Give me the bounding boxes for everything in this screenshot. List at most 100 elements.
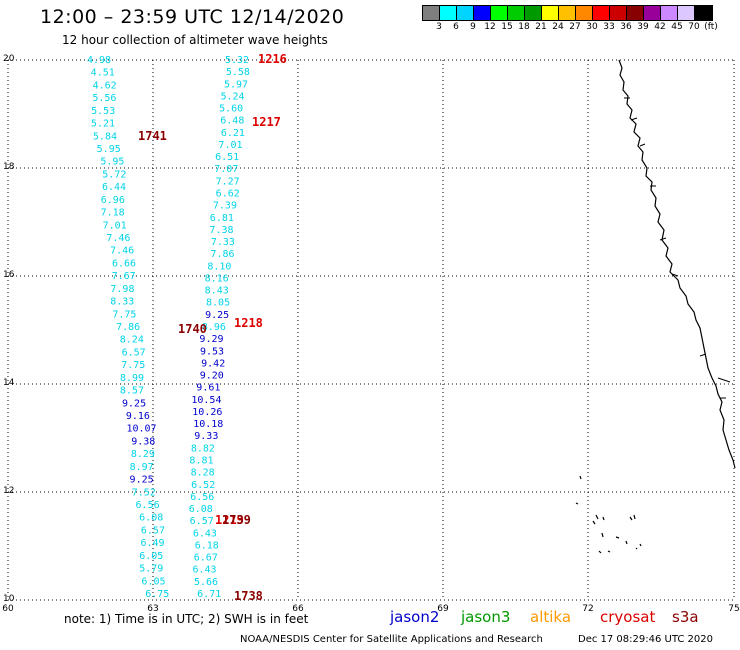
track-a-swh-value: 4.62 <box>93 80 117 91</box>
coastline <box>575 59 736 554</box>
generated-timestamp: Dec 17 08:29:46 UTC 2020 <box>578 634 713 645</box>
track-b-swh-value: 5.60 <box>219 104 243 115</box>
pass-time-label: 1218 <box>234 316 263 330</box>
track-b-swh-value: 5.58 <box>226 67 250 78</box>
track-a-swh-value: 5.72 <box>102 169 126 180</box>
legend-tick: 21 <box>535 22 547 32</box>
latitude-label: 12 <box>3 486 14 496</box>
track-b-swh-value: 7.86 <box>210 249 234 260</box>
track-b-swh-value: 7.27 <box>216 176 240 187</box>
latitude-label: 10 <box>3 594 15 604</box>
track-b-swh-value: 10.26 <box>192 407 222 418</box>
track-a-swh-value: 8.97 <box>130 462 154 473</box>
legend-tick: 42 <box>654 22 666 32</box>
latitude-label: 16 <box>3 270 15 280</box>
track-a-swh-value: 9.38 <box>131 436 155 447</box>
track-b-swh-value: 9.61 <box>196 383 220 394</box>
longitude-label: 72 <box>582 604 593 614</box>
legend-swatch <box>678 6 695 20</box>
legend-tick: 45 <box>671 22 683 32</box>
track-a-swh-value: 5.79 <box>139 564 163 575</box>
track-a-swh-value: 7.01 <box>103 220 127 231</box>
legend-swatch <box>576 6 593 20</box>
track-a-swh-value: 5.95 <box>97 144 121 155</box>
track-a-swh-value: 8.24 <box>120 335 144 346</box>
track-a-swh-value: 6.75 <box>145 589 169 600</box>
latitude-label: 14 <box>3 378 15 388</box>
track-b-swh-value: 8.16 <box>205 273 229 284</box>
credit-text: NOAA/NESDIS Center for Satellite Applica… <box>240 634 543 645</box>
longitude-label: 63 <box>147 604 158 614</box>
track-a-swh-value: 7.67 <box>112 271 136 282</box>
track-a-swh-value: 10.07 <box>126 424 156 435</box>
latitude-label: 20 <box>3 54 15 64</box>
pass-time-label: 1741 <box>138 129 167 143</box>
legend-swatch <box>525 6 542 20</box>
longitude-label: 69 <box>437 604 449 614</box>
graticule <box>7 59 735 601</box>
legend-swatch <box>542 6 559 20</box>
track-b-swh-value: 6.43 <box>193 565 217 576</box>
track-a-swh-value: 6.44 <box>102 182 126 193</box>
track-a-swh-value: 7.75 <box>112 309 136 320</box>
track-b-swh-value: 6.62 <box>216 189 240 200</box>
legend-tick: 6 <box>453 22 459 32</box>
legend-tick: 30 <box>586 22 598 32</box>
track-b-swh-value: 6.08 <box>189 504 213 515</box>
legend-swatch <box>474 6 491 20</box>
track-b-swh-value: 6.43 <box>193 528 217 539</box>
track-b-swh-value: 5.97 <box>224 79 248 90</box>
track-b-swh-value: 9.29 <box>199 334 223 345</box>
track-b-swh-value: 5.32 <box>225 55 249 66</box>
track-a-swh-value: 6.56 <box>136 500 160 511</box>
map-title: 12:00 – 23:59 UTC 12/14/2020 <box>40 6 345 28</box>
legend-tick: 27 <box>569 22 581 32</box>
track-a-swh-value: 8.57 <box>120 386 144 397</box>
legend-tick: 18 <box>518 22 530 32</box>
track-b-swh-value: 9.20 <box>200 371 224 382</box>
track-b-swh-value: 9.42 <box>201 358 225 369</box>
track-b-swh-value: 7.07 <box>214 164 238 175</box>
map-subtitle: 12 hour collection of altimeter wave hei… <box>62 33 328 47</box>
track-a-swh-value: 9.25 <box>122 398 146 409</box>
track-b-swh-value: 7.39 <box>213 201 237 212</box>
legend-swatch <box>593 6 610 20</box>
track-a-swh-value: 6.66 <box>112 258 136 269</box>
track-b-swh-value: 10.18 <box>193 419 223 430</box>
track-b-swh-value: 6.71 <box>197 589 221 600</box>
mission-label-s3a: s3a <box>672 608 699 626</box>
track-b-swh-value: 6.18 <box>195 540 219 551</box>
track-a-swh-value: 4.98 <box>87 55 111 66</box>
mission-label-jason2: jason2 <box>390 608 440 626</box>
latitude-label: 18 <box>3 162 15 172</box>
pass-time-label: 1217 <box>252 115 281 129</box>
footer-note: note: 1) Time is in UTC; 2) SWH is in fe… <box>64 612 309 626</box>
legend-swatch <box>661 6 678 20</box>
coastline-islands <box>575 475 642 554</box>
track-b-swh-value: 7.33 <box>211 237 235 248</box>
track-a-swh-value: 9.25 <box>130 475 154 486</box>
coastline-ticks <box>624 97 731 399</box>
longitude-label: 60 <box>2 604 14 614</box>
track-a-swh-value: 5.95 <box>100 157 124 168</box>
legend-tick: 9 <box>470 22 476 32</box>
track-a-swh-value: 6.05 <box>139 551 163 562</box>
track-b-swh-value: 8.96 <box>202 322 226 333</box>
track-a-swh-value: 7.46 <box>106 233 130 244</box>
pass-time-label: 1738 <box>234 589 263 603</box>
track-a-swh-value: 8.99 <box>120 373 144 384</box>
track-a-swh-value: 6.49 <box>140 538 164 549</box>
color-scale-legend <box>422 5 713 21</box>
pass-time-label: 1216 <box>258 52 287 66</box>
track-b-swh-value: 5.66 <box>194 577 218 588</box>
legend-swatch <box>440 6 457 20</box>
track-a-swh-value: 6.57 <box>141 525 165 536</box>
track-a-swh-value: 7.18 <box>101 208 125 219</box>
longitude-label: 75 <box>728 604 739 614</box>
track-a-swh-value: 6.57 <box>122 347 146 358</box>
pass-time-label: 1740 <box>178 322 207 336</box>
mission-label-altika: altika <box>530 608 572 626</box>
wave-height-tracks: 4.984.514.625.565.535.215.845.955.955.72… <box>87 55 250 600</box>
legend-tick: 12 <box>484 22 496 32</box>
